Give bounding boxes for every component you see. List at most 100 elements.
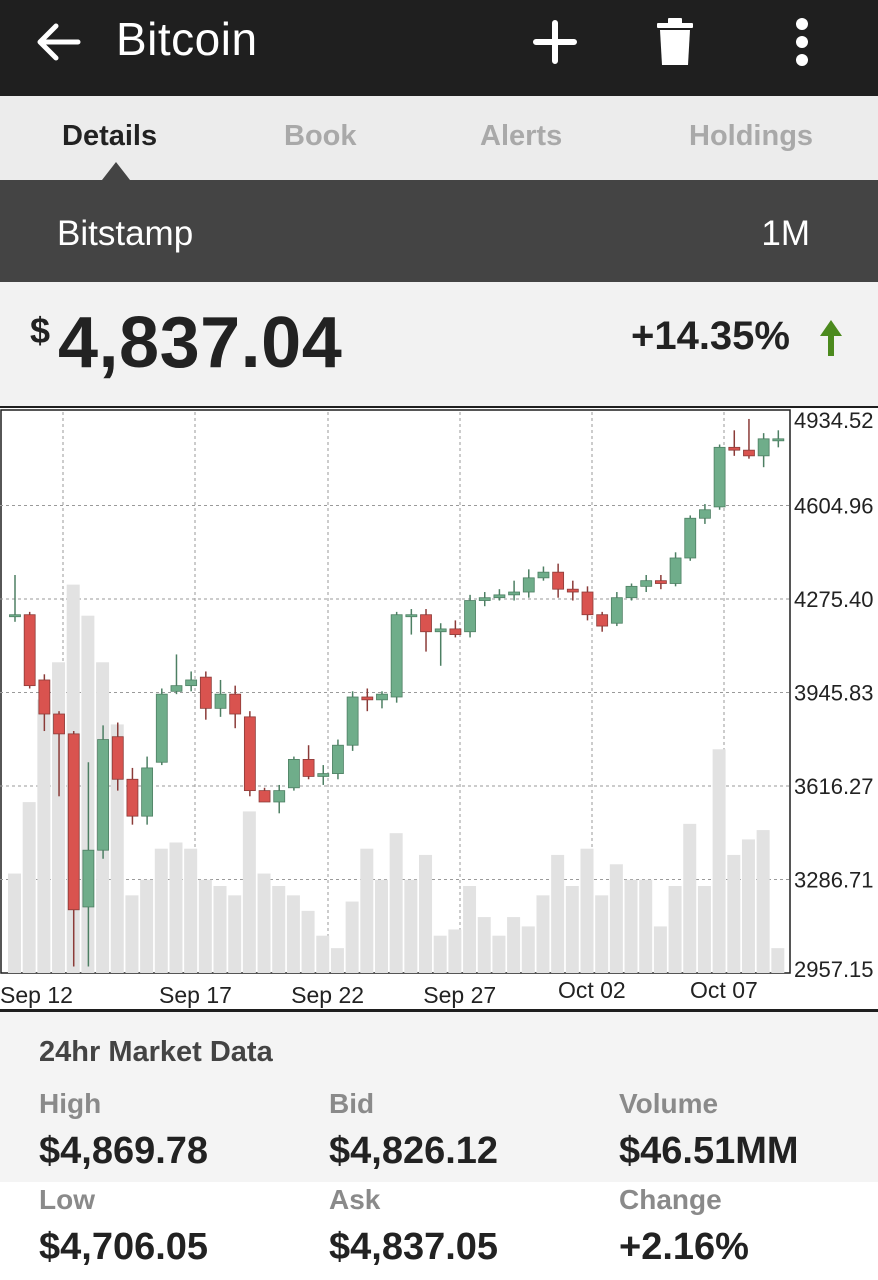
candle-body [97, 739, 109, 851]
back-arrow-icon[interactable] [30, 14, 86, 70]
volume-bar [565, 886, 579, 973]
candle-body [317, 773, 330, 777]
current-price: 4,837.04 [58, 303, 343, 383]
x-axis-label: Sep 27 [423, 982, 496, 1008]
y-axis-label: 3945.83 [794, 681, 874, 706]
tab-details[interactable]: Details [62, 120, 158, 152]
volume-bar [639, 879, 653, 973]
volume-bar [360, 848, 374, 973]
candle-body [23, 614, 36, 687]
candle-body [302, 759, 315, 777]
y-axis-label: 2957.15 [794, 957, 874, 982]
volume-bar [242, 811, 256, 973]
x-axis-label: Sep 17 [159, 982, 232, 1008]
volume-bar [463, 886, 477, 973]
tab-book[interactable]: Book [284, 120, 357, 152]
candle-body [111, 736, 124, 780]
candle-body [684, 517, 697, 559]
candle-body [38, 679, 51, 715]
candle-body [346, 696, 359, 746]
candle-body [522, 577, 535, 593]
volume-bar [609, 864, 623, 973]
volume-bar [345, 901, 359, 973]
candle-body [126, 778, 139, 817]
ask-label: Ask [329, 1184, 381, 1215]
volume-bar [712, 749, 726, 973]
y-axis-label: 4604.96 [794, 493, 874, 518]
candle-body [170, 685, 183, 692]
volume-bar [389, 833, 403, 973]
low-value: $4,706.05 [39, 1226, 209, 1268]
change-value: +2.16% [619, 1226, 749, 1268]
x-axis-label: Sep 12 [0, 982, 73, 1008]
volume-bar [536, 895, 550, 973]
add-icon[interactable] [525, 12, 585, 72]
app-bar: Bitcoin [0, 0, 878, 96]
volume-bar [330, 948, 344, 973]
candle-body [743, 449, 755, 457]
tab-alerts[interactable]: Alerts [480, 120, 563, 152]
volume-bar [477, 917, 491, 973]
candle-body [155, 693, 168, 763]
volume-bar [22, 802, 36, 973]
candle-body [376, 693, 388, 701]
candle-body [434, 628, 447, 633]
change-label: Change [619, 1184, 722, 1215]
high-label: High [39, 1088, 102, 1119]
candle-body [288, 759, 300, 789]
volume-bar [228, 895, 242, 973]
candle-body [537, 571, 550, 579]
volume-bar [154, 848, 168, 973]
candle-body [243, 716, 256, 792]
volume-bar [771, 948, 785, 973]
volume-bar [419, 854, 433, 973]
x-axis-label: Sep 22 [291, 982, 364, 1008]
candle-body [258, 790, 271, 803]
candle-body [552, 571, 565, 590]
candle-body [669, 557, 682, 584]
volume-bar [110, 724, 124, 973]
tab-holdings[interactable]: Holdings [689, 120, 814, 152]
volume-bar [521, 926, 535, 973]
trash-icon[interactable] [645, 12, 705, 72]
volume-value: $46.51MM [619, 1130, 799, 1172]
volume-bar [448, 929, 462, 973]
volume-bar [272, 886, 286, 973]
market-data-heading: 24hr Market Data [39, 1036, 273, 1068]
volume-bar [727, 854, 741, 973]
candle-body [82, 849, 95, 908]
candle-body [508, 591, 520, 596]
volume-bar [125, 895, 139, 973]
exchange-bar: Bitstamp 1M [0, 180, 878, 282]
candle-body [405, 614, 418, 618]
tab-bar: Details Book Alerts Holdings [0, 96, 878, 180]
candle-body [332, 744, 344, 774]
candle-body [53, 713, 65, 735]
volume-bar [37, 699, 51, 973]
candle-body [229, 693, 242, 715]
volume-bar [316, 935, 330, 973]
volume-bar [52, 662, 66, 973]
candle-body [141, 767, 154, 817]
y-axis-label: 3286.71 [794, 868, 874, 893]
more-vert-icon[interactable] [772, 12, 832, 72]
candle-body [185, 679, 198, 687]
time-range-selector[interactable]: 1M [761, 214, 810, 253]
candle-body [566, 588, 579, 593]
candle-body [9, 614, 21, 618]
candle-body [640, 580, 653, 587]
candle-body [493, 594, 506, 599]
volume-bar [697, 886, 711, 973]
candle-body [757, 438, 770, 457]
volume-bar [433, 935, 447, 973]
candle-body [449, 628, 462, 635]
volume-bar [624, 879, 638, 973]
candle-body [581, 591, 594, 616]
volume-bar [140, 879, 154, 973]
exchange-selector[interactable]: Bitstamp [57, 214, 194, 253]
price-chart[interactable]: 4934.52 4604.96 4275.40 3945.83 3616.27 3286.… [0, 406, 878, 1012]
ask-value: $4,837.05 [329, 1226, 499, 1268]
volume-bar [683, 823, 697, 973]
volume-bar [8, 873, 21, 973]
candle-body [713, 446, 726, 508]
